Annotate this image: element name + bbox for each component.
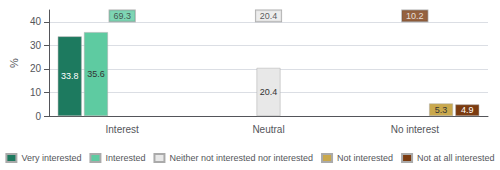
svg-text:10.2: 10.2 bbox=[406, 11, 424, 21]
svg-text:Not interested: Not interested bbox=[337, 153, 393, 163]
svg-text:40: 40 bbox=[30, 16, 42, 27]
svg-text:33.8: 33.8 bbox=[61, 71, 79, 81]
svg-text:35.6: 35.6 bbox=[87, 69, 105, 79]
svg-text:No interest: No interest bbox=[391, 124, 440, 135]
svg-text:Neither not interested nor int: Neither not interested nor interested bbox=[169, 153, 313, 163]
svg-text:10: 10 bbox=[30, 87, 42, 98]
svg-text:4.9: 4.9 bbox=[461, 105, 474, 115]
svg-text:Interest: Interest bbox=[106, 124, 140, 135]
svg-text:0: 0 bbox=[35, 111, 41, 122]
svg-text:20.4: 20.4 bbox=[260, 11, 278, 21]
svg-text:Interested: Interested bbox=[105, 153, 145, 163]
svg-text:30: 30 bbox=[30, 40, 42, 51]
svg-text:5.3: 5.3 bbox=[435, 105, 448, 115]
svg-text:%: % bbox=[8, 58, 20, 68]
svg-text:Neutral: Neutral bbox=[252, 124, 284, 135]
svg-text:20.4: 20.4 bbox=[260, 87, 278, 97]
svg-text:20: 20 bbox=[30, 63, 42, 74]
svg-text:Very interested: Very interested bbox=[21, 153, 81, 163]
svg-text:69.3: 69.3 bbox=[113, 11, 131, 21]
svg-text:Not at all interested: Not at all interested bbox=[417, 153, 495, 163]
